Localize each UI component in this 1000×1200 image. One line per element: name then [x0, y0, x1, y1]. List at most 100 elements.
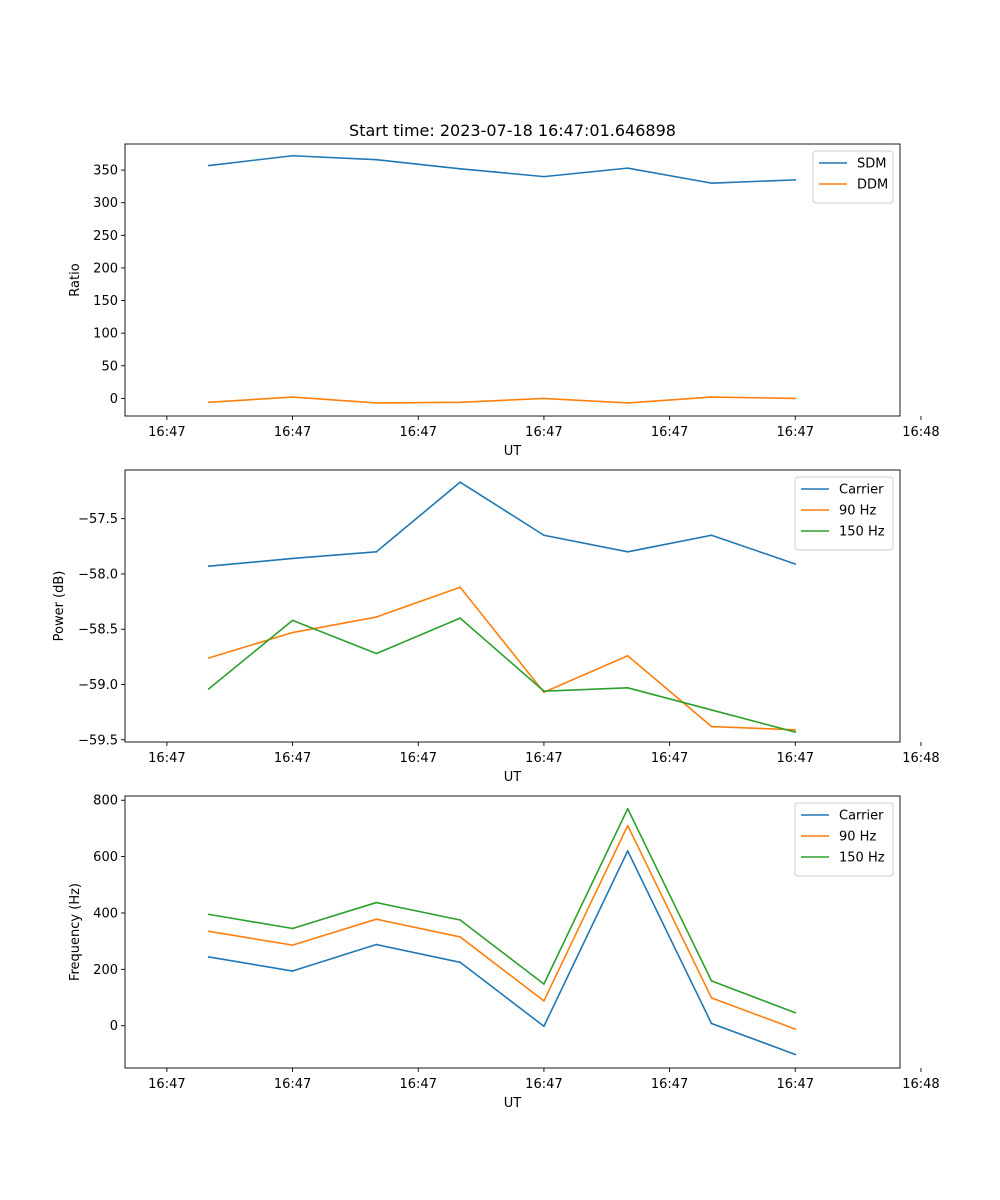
- power-data-point: [626, 654, 629, 657]
- x-tick-label: 16:47: [274, 425, 311, 440]
- power-data-point: [291, 619, 294, 622]
- ratio-data-point: [207, 164, 210, 167]
- ratio-data-point: [543, 397, 545, 400]
- ratio-series-ddm-line: [208, 396, 796, 404]
- frequency-data-point: [459, 961, 462, 964]
- power-data-point: [375, 652, 378, 655]
- y-tick-label: 100: [93, 327, 118, 342]
- y-tick-label: 200: [93, 261, 118, 276]
- power-data-point: [710, 709, 713, 711]
- frequency-x-axis-label: UT: [504, 1096, 522, 1111]
- power-data-point: [626, 686, 629, 689]
- frequency-data-point: [207, 913, 210, 916]
- ratio-data-point: [710, 396, 713, 398]
- ratio-x-axis-label: UT: [504, 444, 522, 459]
- ratio-data-point: [794, 178, 797, 181]
- x-tick-label: 16:48: [902, 1077, 939, 1092]
- frequency-data-point: [794, 1053, 797, 1056]
- frequency-data-point: [207, 930, 210, 933]
- ratio-series-sdm-line: [208, 154, 796, 184]
- chart-title: Start time: 2023-07-18 16:47:01.646898: [349, 121, 676, 140]
- x-tick-label: 16:47: [525, 1077, 562, 1092]
- x-tick-label: 16:47: [148, 425, 185, 440]
- frequency-data-point: [710, 996, 713, 999]
- y-tick-label: 300: [93, 196, 118, 211]
- legend-label: 150 Hz: [839, 525, 885, 540]
- frequency-data-point: [543, 1025, 545, 1028]
- ratio-data-point: [375, 158, 378, 161]
- x-tick-label: 16:47: [777, 1077, 814, 1092]
- ratio-data-point: [543, 175, 545, 178]
- frequency-plot: 16:47 16:47 16:47 16:47 16:47 16:47 16:48 0 200 4…: [68, 794, 940, 1111]
- x-tick-label: 16:47: [400, 751, 437, 766]
- legend-box: [812, 150, 894, 204]
- y-tick-label: 600: [93, 850, 118, 865]
- ratio-data-point: [794, 397, 797, 400]
- y-tick-label: −59.5: [78, 733, 118, 748]
- power-data-point: [794, 563, 797, 565]
- frequency-series-150-hz-line: [208, 807, 796, 1014]
- x-tick-label: 16:47: [777, 751, 814, 766]
- x-tick-label: 16:47: [400, 1077, 437, 1092]
- legend-label: 90 Hz: [839, 830, 876, 845]
- frequency-data-point: [543, 1000, 545, 1002]
- power-data-point: [207, 688, 210, 690]
- frequency-axes-frame: [124, 795, 901, 1069]
- frequency-data-point: [459, 919, 462, 921]
- legend-label: Carrier: [839, 483, 884, 498]
- power-data-point: [375, 550, 378, 553]
- frequency-data-point: [375, 918, 378, 921]
- y-tick-label: −58.5: [78, 623, 118, 638]
- legend-label: DDM: [857, 178, 888, 193]
- frequency-data-point: [626, 807, 629, 810]
- ratio-data-point: [207, 401, 210, 404]
- ratio-legend: SDM DDM: [812, 150, 894, 204]
- power-data-point: [543, 690, 545, 693]
- power-data-point: [207, 657, 210, 659]
- y-tick-label: 150: [93, 294, 118, 309]
- y-tick-label: −57.5: [78, 512, 118, 527]
- power-series-carrier-line: [208, 481, 796, 567]
- x-tick-label: 16:48: [902, 425, 939, 440]
- x-tick-label: 16:47: [777, 425, 814, 440]
- ratio-data-point: [291, 154, 294, 157]
- power-data-point: [543, 534, 545, 537]
- ratio-axes-frame: [124, 143, 901, 417]
- power-series-150-hz-line: [208, 617, 796, 733]
- y-tick-label: 0: [110, 1019, 118, 1034]
- frequency-data-point: [710, 1022, 713, 1025]
- x-tick-label: 16:47: [525, 751, 562, 766]
- frequency-data-point: [626, 850, 629, 852]
- frequency-data-point: [375, 901, 378, 904]
- frequency-data-point: [794, 1028, 797, 1030]
- frequency-series-90-hz-line: [208, 824, 796, 1030]
- ratio-plot: 16:47 16:47 16:47 16:47 16:47 16:47 16:48 0 50 10…: [68, 143, 940, 459]
- frequency-data-point: [710, 980, 713, 982]
- power-data-point: [291, 557, 294, 560]
- power-data-point: [710, 725, 713, 728]
- ratio-y-axis-label: Ratio: [68, 263, 83, 296]
- frequency-data-point: [291, 927, 294, 930]
- x-tick-label: 16:47: [651, 751, 688, 766]
- frequency-data-point: [375, 943, 378, 946]
- y-tick-label: 0: [110, 392, 118, 407]
- power-data-point: [459, 617, 462, 620]
- power-data-point: [710, 534, 713, 537]
- ratio-data-point: [459, 401, 462, 404]
- power-data-point: [794, 731, 797, 733]
- frequency-legend: Carrier 90 Hz 150 Hz: [794, 802, 894, 877]
- power-data-point: [207, 565, 210, 568]
- power-plot: 16:47 16:47 16:47 16:47 16:47 16:47 16:48 −59.5…: [52, 469, 940, 785]
- ratio-data-point: [291, 396, 294, 398]
- y-tick-label: 350: [93, 164, 118, 179]
- y-tick-label: 50: [101, 359, 118, 374]
- frequency-data-point: [543, 983, 545, 985]
- power-data-point: [291, 631, 294, 634]
- power-series-90-hz-line: [208, 586, 796, 731]
- frequency-data-point: [291, 944, 294, 947]
- power-data-point: [626, 550, 629, 553]
- x-tick-label: 16:47: [148, 751, 185, 766]
- x-tick-label: 16:47: [651, 425, 688, 440]
- ratio-data-point: [459, 167, 462, 170]
